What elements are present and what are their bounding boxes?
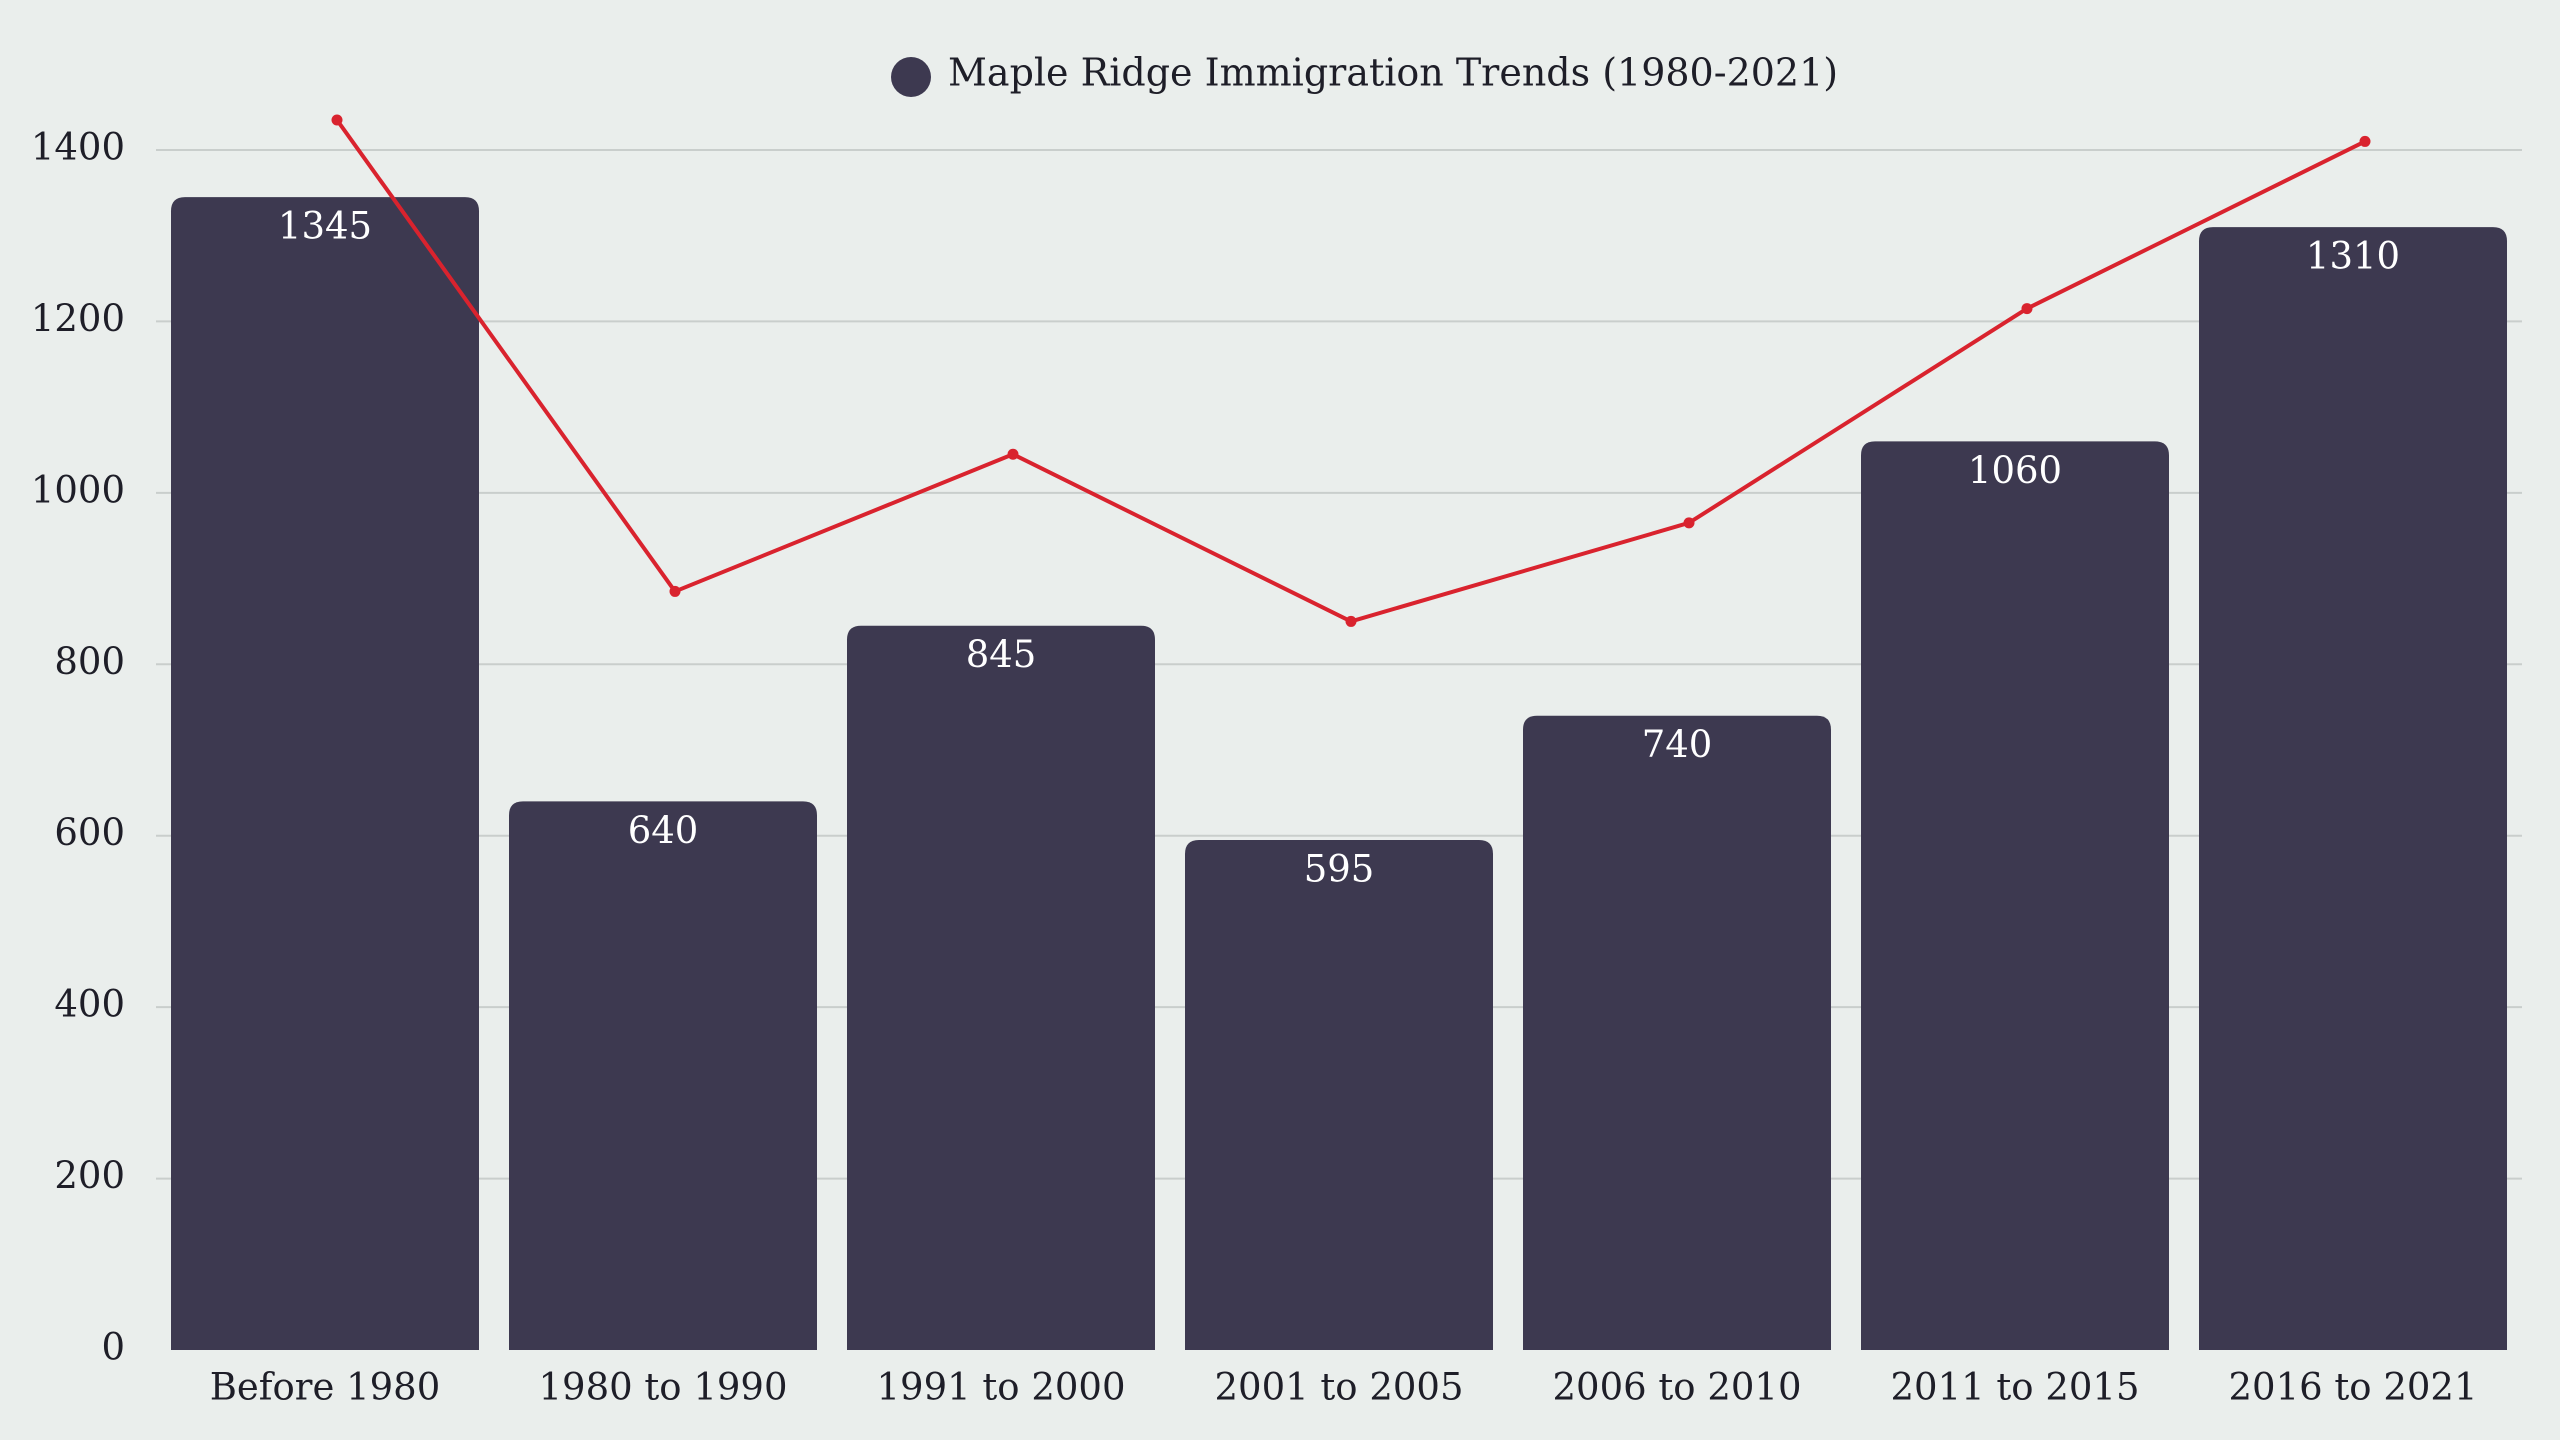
bar: [171, 197, 479, 1351]
bar-data-label: 1060: [1968, 449, 2062, 492]
y-tick-label: 200: [54, 1154, 125, 1197]
bar: [1523, 715, 1831, 1350]
y-tick-label: 800: [54, 640, 125, 683]
x-tick-label: 2006 to 2010: [1553, 1366, 1802, 1409]
y-axis: 0 200 400 600 800 1000 1200 1400: [31, 126, 125, 1369]
y-tick-label: 1400: [31, 126, 125, 169]
bar-data-label: 1345: [278, 205, 372, 248]
bar-labels: 1345 640 845 595 740 1060 1310: [278, 205, 2400, 891]
x-tick-label: 2001 to 2005: [1215, 1366, 1464, 1409]
bar-series: [171, 197, 2507, 1351]
bar: [509, 801, 817, 1350]
line-point: [2359, 135, 2371, 147]
x-tick-label: 1991 to 2000: [877, 1366, 1126, 1409]
y-tick-label: 0: [101, 1326, 125, 1369]
legend-marker: [891, 57, 931, 97]
line-point: [669, 585, 681, 597]
x-tick-label: 1980 to 1990: [539, 1366, 788, 1409]
bar: [2199, 227, 2507, 1351]
bar-data-label: 740: [1642, 723, 1713, 766]
x-tick-label: Before 1980: [210, 1366, 441, 1409]
y-tick-label: 1000: [31, 468, 125, 511]
y-tick-label: 1200: [31, 297, 125, 340]
y-tick-label: 400: [54, 983, 125, 1026]
line-point: [331, 114, 343, 126]
line-series: [331, 114, 2371, 627]
bar-data-label: 640: [628, 809, 699, 852]
x-axis: Before 1980 1980 to 1990 1991 to 2000 2001 …: [210, 1366, 2478, 1409]
legend-label: Maple Ridge Immigration Trends (1980-202…: [948, 51, 1838, 95]
line-point: [1345, 615, 1357, 627]
x-tick-label: 2016 to 2021: [2229, 1366, 2478, 1409]
bar-data-label: 1310: [2306, 235, 2400, 278]
x-tick-label: 2011 to 2015: [1891, 1366, 2140, 1409]
bar: [847, 625, 1155, 1350]
line-point: [2021, 303, 2033, 315]
legend: Maple Ridge Immigration Trends (1980-202…: [891, 51, 1838, 97]
bar-data-label: 595: [1304, 848, 1375, 891]
y-tick-label: 600: [54, 811, 125, 854]
bar-data-label: 845: [966, 633, 1037, 676]
line-point: [1683, 517, 1695, 529]
bar: [1861, 441, 2169, 1350]
line-point: [1007, 448, 1019, 460]
bar: [1185, 840, 1493, 1350]
